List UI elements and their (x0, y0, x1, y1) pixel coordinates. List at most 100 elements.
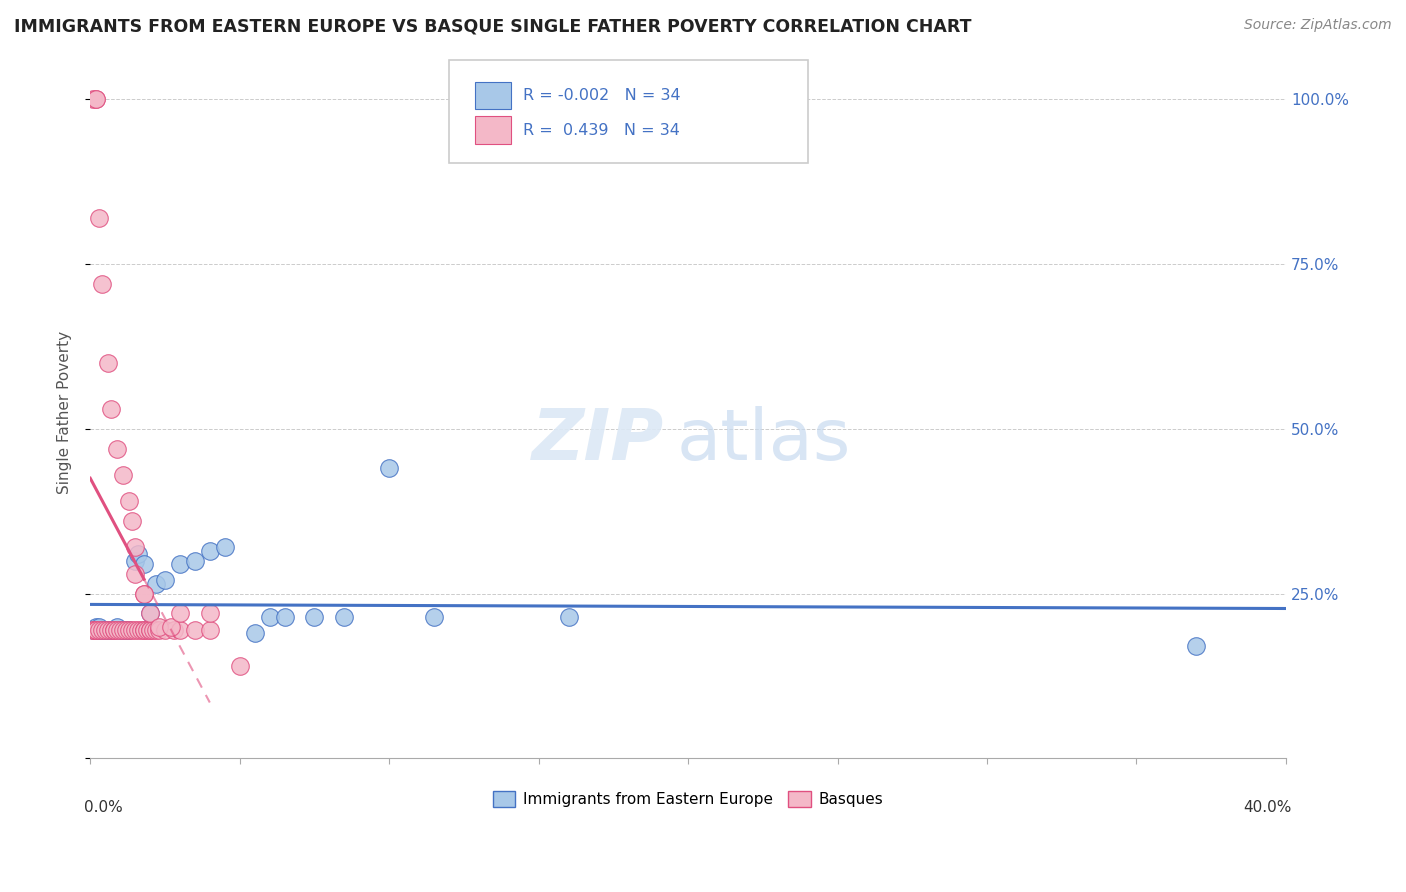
Point (89, 623, 111, 637)
Point (108, 623, 131, 637)
Point (136, 623, 159, 637)
Point (100, 623, 122, 637)
Point (91, 623, 114, 637)
Point (89, 619, 111, 633)
Point (100, 623, 122, 637)
Point (103, 623, 125, 637)
Point (115, 623, 138, 637)
Point (139, 623, 162, 637)
Point (132, 623, 155, 637)
Point (378, 461, 401, 475)
Point (82, 92, 104, 106)
Point (259, 609, 281, 624)
Point (163, 623, 186, 637)
Point (105, 619, 128, 633)
Point (105, 623, 128, 637)
Point (153, 574, 176, 588)
Point (112, 623, 135, 637)
Point (557, 609, 579, 624)
Point (127, 623, 149, 637)
Point (148, 619, 170, 633)
FancyBboxPatch shape (475, 116, 512, 144)
Point (139, 623, 162, 637)
Point (228, 659, 250, 673)
Point (198, 543, 221, 558)
Point (100, 402, 122, 417)
Point (142, 623, 165, 637)
Point (169, 607, 191, 621)
Text: atlas: atlas (676, 406, 851, 475)
Point (214, 541, 236, 555)
Point (124, 623, 146, 637)
Point (160, 619, 183, 633)
Point (84, 623, 107, 637)
Point (84, 619, 107, 633)
Point (198, 607, 221, 621)
Point (124, 566, 146, 581)
Point (84, 92, 107, 106)
Text: ZIP: ZIP (531, 406, 664, 475)
Point (82, 623, 104, 637)
Point (84, 92, 107, 106)
FancyBboxPatch shape (449, 60, 807, 163)
Point (121, 623, 143, 637)
Point (169, 623, 191, 637)
Point (273, 609, 295, 624)
Point (89, 211, 111, 225)
Text: IMMIGRANTS FROM EASTERN EUROPE VS BASQUE SINGLE FATHER POVERTY CORRELATION CHART: IMMIGRANTS FROM EASTERN EUROPE VS BASQUE… (14, 18, 972, 36)
Point (148, 623, 170, 637)
Point (89, 623, 111, 637)
Point (145, 576, 167, 591)
Point (108, 623, 131, 637)
Point (97, 623, 120, 637)
Point (127, 547, 149, 561)
Point (132, 557, 155, 571)
Text: 0.0%: 0.0% (84, 800, 122, 815)
Point (115, 623, 138, 637)
Text: Source: ZipAtlas.com: Source: ZipAtlas.com (1244, 18, 1392, 32)
Point (118, 623, 141, 637)
Point (103, 623, 125, 637)
Legend: Immigrants from Eastern Europe, Basques: Immigrants from Eastern Europe, Basques (486, 785, 890, 813)
Point (139, 607, 162, 621)
Point (84, 623, 107, 637)
Text: R =  0.439   N = 34: R = 0.439 N = 34 (523, 122, 681, 137)
Point (124, 541, 146, 555)
Point (132, 586, 155, 600)
Point (304, 609, 326, 624)
Point (169, 557, 191, 571)
Point (423, 609, 446, 624)
Point (145, 623, 167, 637)
Point (121, 514, 143, 528)
Point (91, 623, 114, 637)
Point (97, 356, 120, 370)
Point (82, 623, 104, 637)
Point (94, 623, 117, 637)
Point (91, 277, 114, 291)
Point (103, 623, 125, 637)
Point (1185, 640, 1208, 654)
Point (139, 607, 162, 621)
Point (94, 623, 117, 637)
Point (153, 623, 176, 637)
Point (198, 623, 221, 637)
Point (84, 623, 107, 637)
Point (243, 626, 266, 640)
Point (105, 442, 128, 456)
Point (82, 623, 104, 637)
Point (118, 623, 141, 637)
Point (112, 468, 135, 483)
Point (184, 623, 207, 637)
Text: 40.0%: 40.0% (1243, 800, 1292, 815)
Point (132, 623, 155, 637)
Point (112, 623, 135, 637)
Point (132, 586, 155, 600)
Point (124, 554, 146, 568)
FancyBboxPatch shape (475, 82, 512, 110)
Point (184, 554, 207, 568)
Point (97, 623, 120, 637)
Point (118, 494, 141, 508)
Point (333, 609, 356, 624)
Text: R = -0.002   N = 34: R = -0.002 N = 34 (523, 88, 681, 103)
Y-axis label: Single Father Poverty: Single Father Poverty (58, 331, 72, 494)
